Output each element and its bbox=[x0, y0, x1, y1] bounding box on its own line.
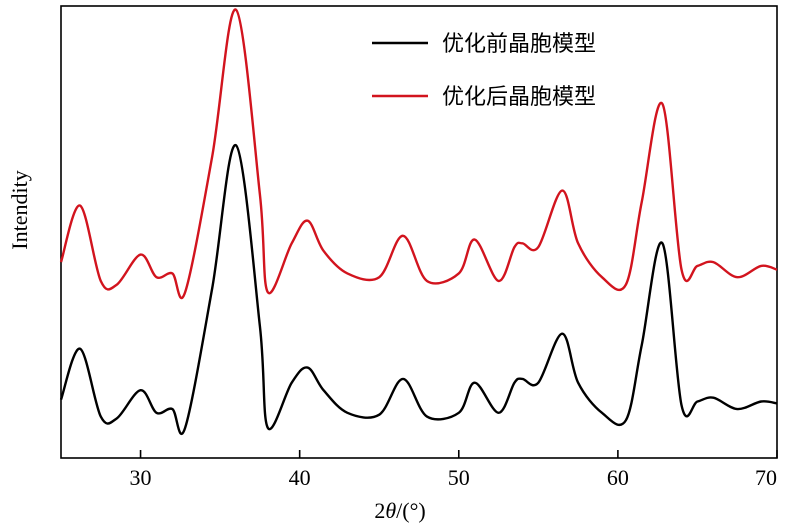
x-tick-label: 40 bbox=[289, 465, 311, 490]
x-axis-label: 2θ/(°) bbox=[374, 498, 425, 523]
plot-frame bbox=[60, 5, 778, 459]
series-layer bbox=[59, 8, 778, 435]
legend-item-before: 优化前晶胞模型 bbox=[372, 32, 596, 57]
legend: 优化前晶胞模型 优化后晶胞模型 bbox=[372, 32, 596, 110]
series-line-before bbox=[59, 144, 778, 435]
series-line-after bbox=[59, 8, 778, 300]
x-tick-label: 50 bbox=[448, 465, 470, 490]
y-axis-label: Intendity bbox=[7, 170, 32, 249]
x-tick-label: 30 bbox=[130, 465, 152, 490]
x-tick-label: 60 bbox=[607, 465, 629, 490]
plot-area: 30 40 50 60 70 bbox=[59, 5, 778, 490]
legend-item-after: 优化后晶胞模型 bbox=[372, 85, 596, 110]
x-axis-ticks: 30 40 50 60 70 bbox=[130, 450, 778, 490]
legend-label-before: 优化前晶胞模型 bbox=[442, 32, 596, 57]
x-tick-label: 70 bbox=[755, 465, 777, 490]
legend-label-after: 优化后晶胞模型 bbox=[442, 85, 596, 110]
